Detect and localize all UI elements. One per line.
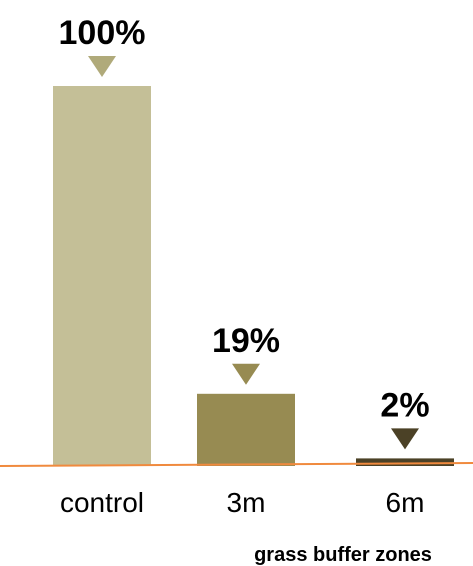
bar-control	[53, 86, 151, 466]
marker-6m-icon	[391, 428, 419, 450]
value-label-control: 100%	[59, 14, 146, 52]
tick-label-3m: 3m	[227, 487, 266, 518]
x-axis-baseline	[0, 462, 473, 467]
bar-6m	[356, 458, 454, 466]
labels-layer: 100% 19% 2%	[59, 14, 430, 424]
x-axis-title: grass buffer zones	[254, 544, 432, 566]
bars-layer	[53, 86, 454, 466]
bar-3m	[197, 393, 295, 466]
marker-3m-icon	[232, 363, 260, 385]
marker-control-icon	[88, 56, 116, 77]
ticks-layer: control 3m 6m	[60, 487, 424, 518]
value-label-6m: 2%	[380, 386, 429, 424]
tick-label-control: control	[60, 487, 144, 518]
tick-label-6m: 6m	[386, 487, 425, 518]
markers-layer	[88, 56, 419, 450]
value-label-3m: 19%	[212, 322, 280, 360]
